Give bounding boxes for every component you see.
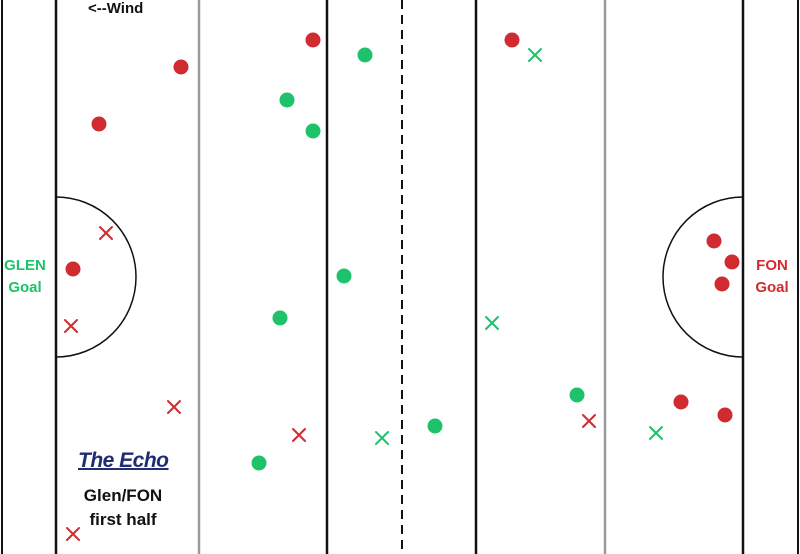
fon-score-dot — [706, 233, 722, 249]
fon-score-dot — [673, 394, 689, 410]
fon-score-dot — [714, 276, 730, 292]
glen-goal-label: GLEN Goal — [2, 255, 48, 299]
fon-score-dot — [724, 254, 740, 270]
glen-wide-cross — [375, 431, 389, 445]
glen-wide-cross — [528, 48, 542, 62]
glen-score-dot — [251, 455, 267, 471]
fon-score-dot — [504, 32, 520, 48]
fon-goal-label: FON Goal — [748, 255, 796, 299]
glen-score-dot — [357, 47, 373, 63]
fon-score-dot — [91, 116, 107, 132]
fon-score-dot — [717, 407, 733, 423]
fon-wide-cross — [292, 428, 306, 442]
caption-line-1: Glen/FON — [83, 486, 163, 505]
fon-wide-cross — [167, 400, 181, 414]
fon-goal-label-team: FON — [756, 257, 788, 274]
fon-goal-label-goal: Goal — [755, 279, 789, 296]
glen-score-dot — [272, 310, 288, 326]
glen-score-dot — [569, 387, 585, 403]
fon-wide-cross — [99, 226, 113, 240]
fon-score-dot — [305, 32, 321, 48]
glen-score-dot — [305, 123, 321, 139]
glen-score-dot — [427, 418, 443, 434]
fon-wide-cross — [66, 527, 80, 541]
glen-goal-label-team: GLEN — [4, 257, 46, 274]
brand-logo: The Echo — [78, 449, 169, 472]
wind-direction-label: <--Wind — [88, 0, 144, 17]
glen-wide-cross — [485, 316, 499, 330]
fon-score-dot — [65, 261, 81, 277]
glen-score-dot — [336, 268, 352, 284]
fon-wide-cross — [64, 319, 78, 333]
shot-markers — [64, 32, 740, 541]
fon-goal-arc — [662, 196, 744, 358]
glen-goal-label-goal: Goal — [8, 279, 42, 296]
glen-wide-cross — [649, 426, 663, 440]
glen-goal-arc — [55, 196, 137, 358]
chart-caption: Glen/FON first half — [64, 484, 182, 532]
glen-score-dot — [279, 92, 295, 108]
caption-line-2: first half — [89, 510, 157, 529]
fon-wide-cross — [582, 414, 596, 428]
fon-score-dot — [173, 59, 189, 75]
